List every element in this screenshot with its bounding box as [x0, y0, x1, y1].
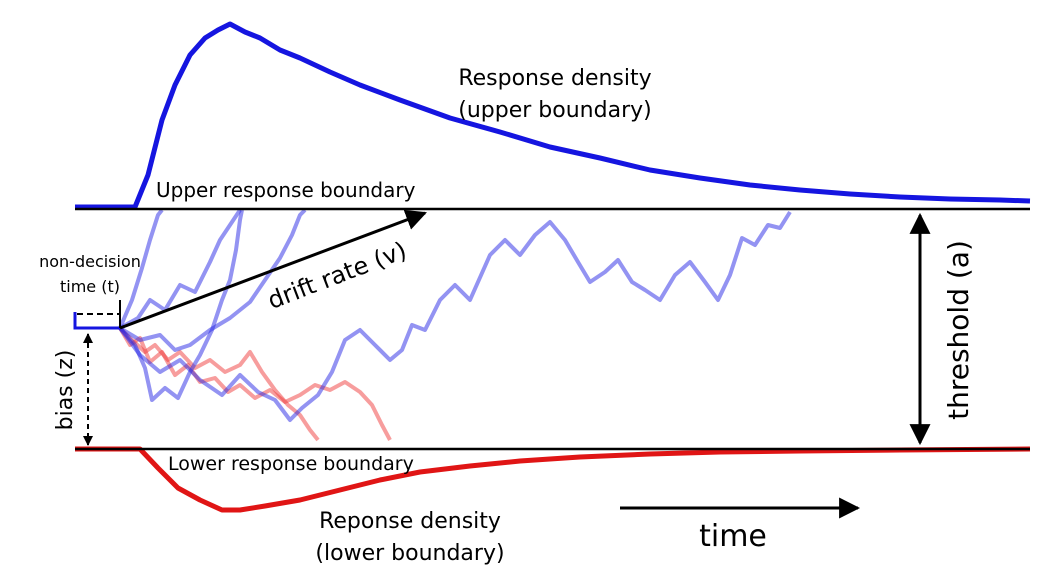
walk-red	[118, 326, 392, 441]
upper-boundary-label: Upper response boundary	[156, 178, 416, 202]
time-label: time	[699, 519, 767, 554]
upper-density	[75, 21, 1031, 210]
walk-red	[118, 326, 320, 442]
bias-label: bias (z)	[53, 350, 78, 431]
lower-density-label: (lower boundary)	[315, 541, 504, 566]
walk-blue	[119, 208, 242, 330]
lower-density-label: Reponse density	[319, 509, 501, 534]
upper-density-label: Response density	[458, 66, 651, 91]
lower-density	[75, 446, 1031, 513]
walk-blue	[118, 208, 164, 329]
non-decision-bracket	[73, 312, 120, 330]
walk-blue	[118, 208, 307, 352]
walk-blue	[118, 210, 792, 422]
non-decision-label: time (t)	[60, 277, 120, 296]
sample-paths	[118, 208, 792, 442]
walk-blue	[118, 209, 244, 402]
threshold-label: threshold (a)	[942, 240, 975, 420]
drift-arrow	[119, 209, 427, 330]
lower-boundary-label: Lower response boundary	[168, 453, 414, 475]
upper-density-label: (upper boundary)	[458, 98, 651, 123]
non-decision-label: non-decision	[39, 252, 141, 271]
